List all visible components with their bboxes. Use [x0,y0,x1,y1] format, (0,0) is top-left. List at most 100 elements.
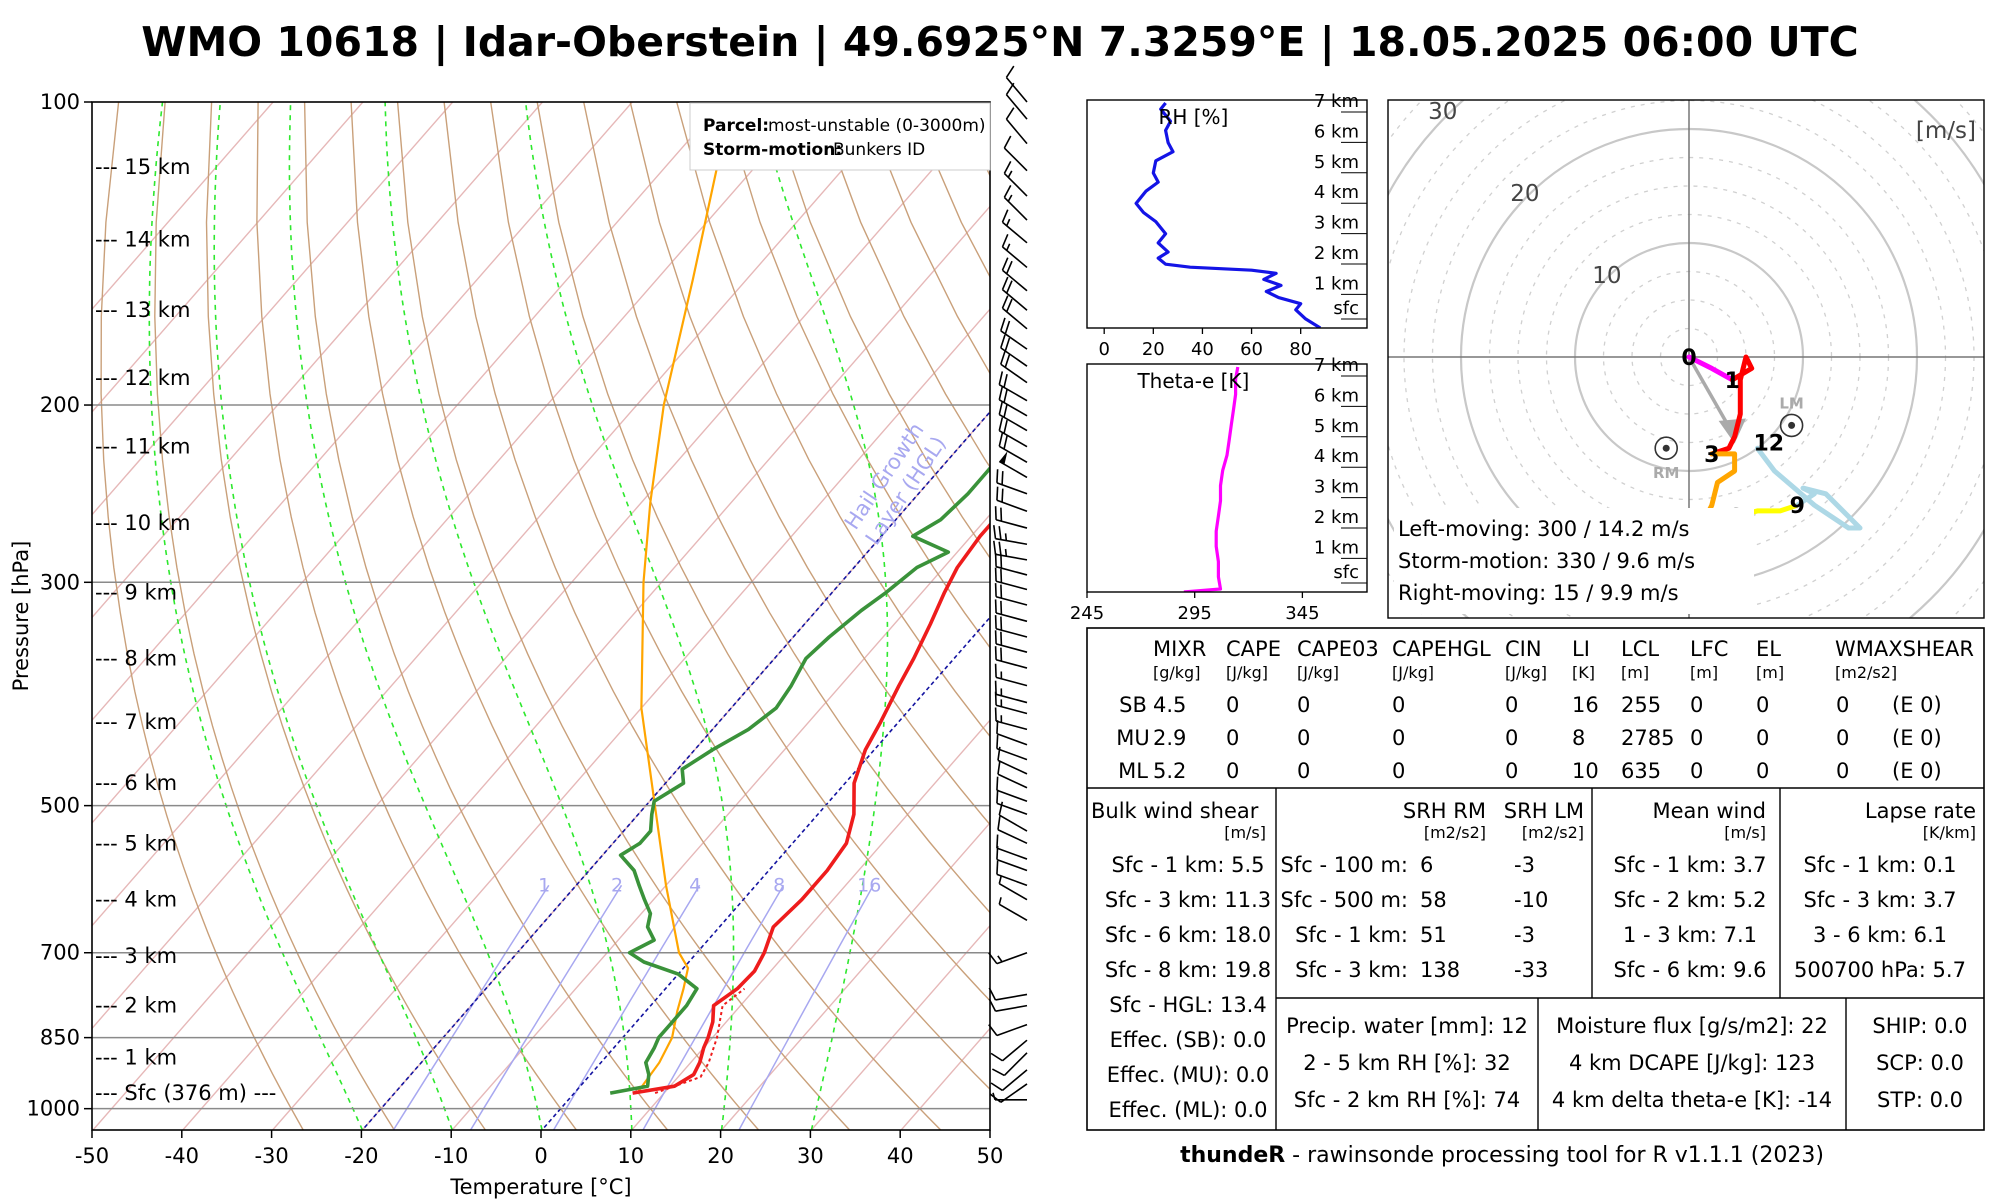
isotherm [721,821,990,1130]
barb-staff [996,789,1028,802]
wind-barb [1001,257,1028,292]
srh-lm-value: -10 [1514,888,1548,912]
wind-barb [994,567,1028,591]
hodograph-unit: [m/s] [1916,118,1976,144]
storm-marker-ring [1654,436,1678,461]
wind-barb [994,599,1028,623]
table1-cell: 0 [1392,726,1405,750]
wind-barb [994,615,1028,638]
table1-cell: 0 [1756,759,1769,783]
wind-barb [1001,234,1028,269]
y-axis-label: Pressure [hPa] [9,541,33,692]
hodograph-info-line: Storm-motion: 330 / 9.6 m/s [1398,549,1695,573]
barb-full [1001,209,1009,223]
lapse-title: Lapse rate [1865,799,1976,823]
rh-km-label: 3 km [1314,213,1359,234]
height-label: --- 13 km [95,298,190,322]
thetae-panel: Theta-e [K] 7 km 6 km 5 km 4 km 3 km 2 km 1 km s… [1070,355,1368,624]
rh-km-label: sfc [1333,298,1359,319]
barb-staff [998,882,1028,901]
barb-full [1000,351,1006,365]
barb-full [988,998,997,1012]
hodograph-ring-label: 40 [1346,17,1375,43]
table1-cell: 0 [1392,759,1405,783]
barb-full [998,401,1004,415]
barb-half [1007,170,1013,178]
wind-barb [1003,185,1028,221]
x-tick-label: -10 [434,1144,468,1168]
barb-full [997,760,1001,775]
barb-full [1005,65,1015,78]
barb-full [1004,320,1011,335]
y-axis-label-group: Pressure [hPa] [9,541,33,692]
hodograph-ring-label: 10 [1592,263,1621,289]
thetae-km-label: 1 km [1314,537,1359,558]
mixing-ratio-label: 8 [773,874,785,896]
wind-barb [1003,161,1028,197]
wind-barb [993,540,1028,561]
wind-barb [998,432,1028,464]
rh-panel: RH [%] 7 km 6 km 5 km 4 km 3 km 2 km 1 km sfc 0 20… [1086,91,1368,360]
srh-row-label: Sfc - 3 km: [1295,958,1408,982]
srh-lm-title: SRH LM [1504,799,1584,823]
moisture-row: Sfc - 2 km RH [%]: 74 [1294,1088,1520,1112]
hgl-isotherm [361,410,990,1130]
barb-half [1004,533,1008,541]
bulk-shear-row: Sfc - 6 km: 18.0 [1105,923,1271,947]
table1-header: LFC [1690,637,1728,661]
footer-rest: - rawinsonde processing tool for R v1.1.… [1285,1143,1824,1168]
table1-unit: [J/kg] [1392,663,1434,682]
wind-barb [994,506,1028,529]
moisture-row: 2 - 5 km RH [%]: 32 [1303,1051,1511,1075]
lapse-row: 3 - 6 km: 6.1 [1813,923,1947,947]
height-label: --- 3 km [95,944,177,968]
temperature-curve [632,522,990,1095]
srh-rm-title: SRH RM [1403,799,1486,823]
table1-row-label: MU [1116,726,1150,750]
table-frame [1086,627,1985,1131]
moist-adiabat [756,102,889,1130]
legend-parcel-value: most-unstable (0-3000m) [768,116,986,136]
x-tick-label: -50 [75,1144,109,1168]
moist-adiabat [288,102,543,1130]
wind-barbs [988,65,1028,1103]
isotherm [92,102,903,1030]
hodograph-segment [1754,445,1863,531]
height-label: --- 9 km [95,580,177,604]
storm-marker-dot [1662,444,1670,452]
wind-barb [988,998,1028,1012]
barb-flag [999,451,1008,465]
height-label: --- 11 km [95,435,190,459]
barb-full [998,371,1004,385]
mixing-ratio-line [552,884,701,1130]
table1-cell: (E 0) [1892,693,1942,717]
mixing-ratio-label: 16 [857,874,881,896]
srh-lm-unit: [m2/s2] [1522,823,1584,842]
wind-barb [998,371,1028,402]
dry-adiabat [722,102,990,649]
x-tick-label: -20 [344,1144,378,1168]
height-label: --- 5 km [95,831,177,855]
moist-adiabat [213,102,453,1130]
barb-staff [996,847,1028,860]
isotherm [92,102,544,619]
thetae-km-label: 4 km [1314,446,1359,467]
isotherm [92,102,990,1130]
table1-cell: 0 [1297,759,1310,783]
barb-staff [996,1023,1028,1037]
wind-barb [994,553,1028,576]
height-label: --- 10 km [95,511,190,535]
wind-barb [994,583,1028,606]
wind-barb [994,630,1028,653]
height-label: --- 15 km [95,155,190,179]
dry-adiabat [583,102,990,914]
barb-full [996,789,999,804]
moist-adiabat [384,102,633,1130]
barb-full [1001,295,1009,309]
hodograph-info-line: Right-moving: 15 / 9.9 m/s [1398,581,1679,605]
moist-adiabat [148,102,364,1130]
wind-barb [988,987,1028,1001]
barb-full [990,1082,1003,1092]
table1-cell: 0 [1505,726,1518,750]
